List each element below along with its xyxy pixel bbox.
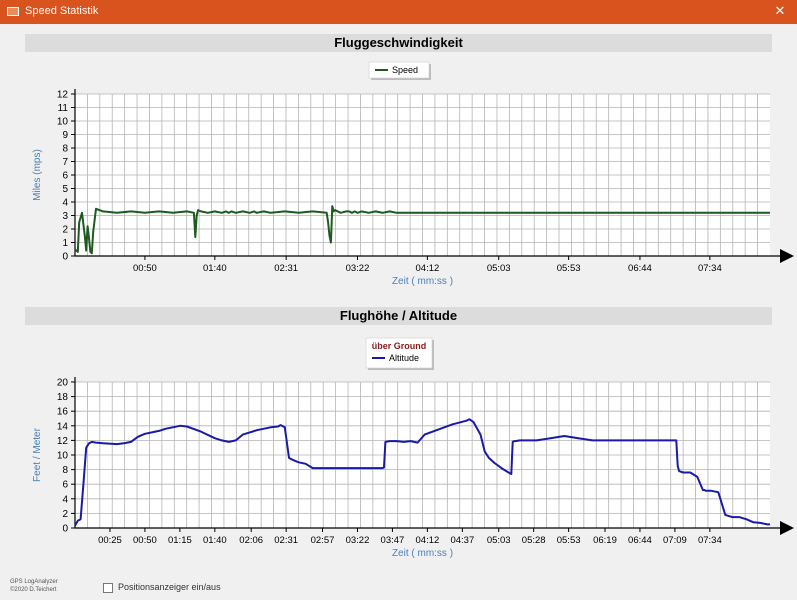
window-icon <box>7 7 19 16</box>
speed-legend-label: Speed <box>392 65 418 75</box>
altitude-chart-title: Flughöhe / Altitude <box>25 307 772 325</box>
speed-x-tick-label: 05:53 <box>557 263 581 274</box>
position-indicator-label: Positionsanzeiger ein/aus <box>118 582 221 592</box>
speed-y-tick-label: 6 <box>62 171 68 182</box>
altitude-y-tick-label: 10 <box>57 451 69 462</box>
altitude-x-axis-label: Zeit ( mm:ss ) <box>392 548 453 559</box>
speed-x-tick-label: 01:40 <box>203 263 227 274</box>
speed-x-tick-label: 02:31 <box>274 263 298 274</box>
content-area: Fluggeschwindigkeit Flughöhe / Altitude … <box>0 24 797 600</box>
altitude-x-tick-label: 00:25 <box>98 535 122 546</box>
altitude-x-tick-label: 01:15 <box>168 535 192 546</box>
speed-x-tick-label: 04:12 <box>416 263 440 274</box>
altitude-x-tick-label: 04:12 <box>416 535 440 546</box>
altitude-y-tick-label: 6 <box>62 480 68 491</box>
speed-x-tick-label: 06:44 <box>628 263 652 274</box>
speed-legend-box <box>368 61 430 79</box>
window-title: Speed Statistik <box>25 5 99 17</box>
altitude-y-tick-label: 16 <box>57 407 69 418</box>
altitude-y-axis-label: Feet / Meter <box>32 427 43 482</box>
altitude-x-axis-arrow <box>780 521 794 535</box>
altitude-y-tick-label: 2 <box>62 509 68 520</box>
speed-y-tick-label: 0 <box>62 252 68 263</box>
altitude-series-line <box>74 418 770 527</box>
altitude-x-tick-label: 00:50 <box>133 535 157 546</box>
speed-y-tick-label: 4 <box>62 198 68 209</box>
altitude-x-tick-label: 04:37 <box>450 535 474 546</box>
position-indicator-checkbox[interactable] <box>103 583 113 593</box>
altitude-x-tick-label: 07:09 <box>663 535 687 546</box>
speed-x-tick-label: 00:50 <box>133 263 157 274</box>
altitude-y-tick-label: 20 <box>57 378 69 389</box>
altitude-x-tick-label: 06:19 <box>593 535 617 546</box>
altitude-x-tick-label: 05:03 <box>487 535 511 546</box>
altitude-x-tick-label: 07:34 <box>698 535 722 546</box>
altitude-x-tick-label: 03:47 <box>381 535 405 546</box>
altitude-y-tick-label: 8 <box>62 465 68 476</box>
speed-y-tick-label: 1 <box>62 238 68 249</box>
speed-y-tick-label: 10 <box>57 117 69 128</box>
speed-y-tick-label: 3 <box>62 211 68 222</box>
speed-y-tick-label: 7 <box>62 157 68 168</box>
speed-y-tick-label: 11 <box>58 103 69 114</box>
speed-x-tick-label: 03:22 <box>346 263 370 274</box>
speed-series-line <box>74 205 770 255</box>
close-button[interactable]: ✕ <box>774 4 786 19</box>
altitude-legend-label: Altitude <box>389 353 419 363</box>
altitude-x-tick-label: 02:06 <box>239 535 263 546</box>
app-copyright: ©2020 D.Teichert <box>10 587 57 593</box>
speed-y-tick-label: 8 <box>62 144 68 155</box>
altitude-x-tick-label: 05:53 <box>557 535 581 546</box>
speed-x-tick-label: 07:34 <box>698 263 722 274</box>
title-bar: Speed Statistik ✕ <box>0 0 797 24</box>
altitude-y-tick-label: 18 <box>57 392 69 403</box>
speed-x-tick-label: 05:03 <box>487 263 511 274</box>
altitude-x-tick-label: 02:57 <box>311 535 335 546</box>
altitude-x-tick-label: 05:28 <box>522 535 546 546</box>
app-brand: GPS LogAnalyzer <box>10 579 58 585</box>
speed-y-tick-label: 9 <box>62 130 68 141</box>
speed-y-tick-label: 12 <box>57 90 69 101</box>
speed-y-tick-label: 2 <box>62 225 68 236</box>
altitude-legend-box <box>365 337 433 369</box>
altitude-x-tick-label: 02:31 <box>274 535 298 546</box>
altitude-y-tick-label: 4 <box>62 494 68 505</box>
speed-chart-title: Fluggeschwindigkeit <box>25 34 772 52</box>
altitude-y-tick-label: 0 <box>62 524 68 535</box>
altitude-x-tick-label: 01:40 <box>203 535 227 546</box>
altitude-y-tick-label: 12 <box>57 436 69 447</box>
altitude-x-tick-label: 06:44 <box>628 535 652 546</box>
speed-x-axis-label: Zeit ( mm:ss ) <box>392 276 453 287</box>
speed-y-axis-label: Miles (mps) <box>32 149 43 201</box>
altitude-y-tick-label: 14 <box>57 421 69 432</box>
altitude-legend-heading: über Ground <box>372 341 427 351</box>
altitude-x-tick-label: 03:22 <box>346 535 370 546</box>
speed-x-axis-arrow <box>780 249 794 263</box>
speed-y-tick-label: 5 <box>62 184 68 195</box>
